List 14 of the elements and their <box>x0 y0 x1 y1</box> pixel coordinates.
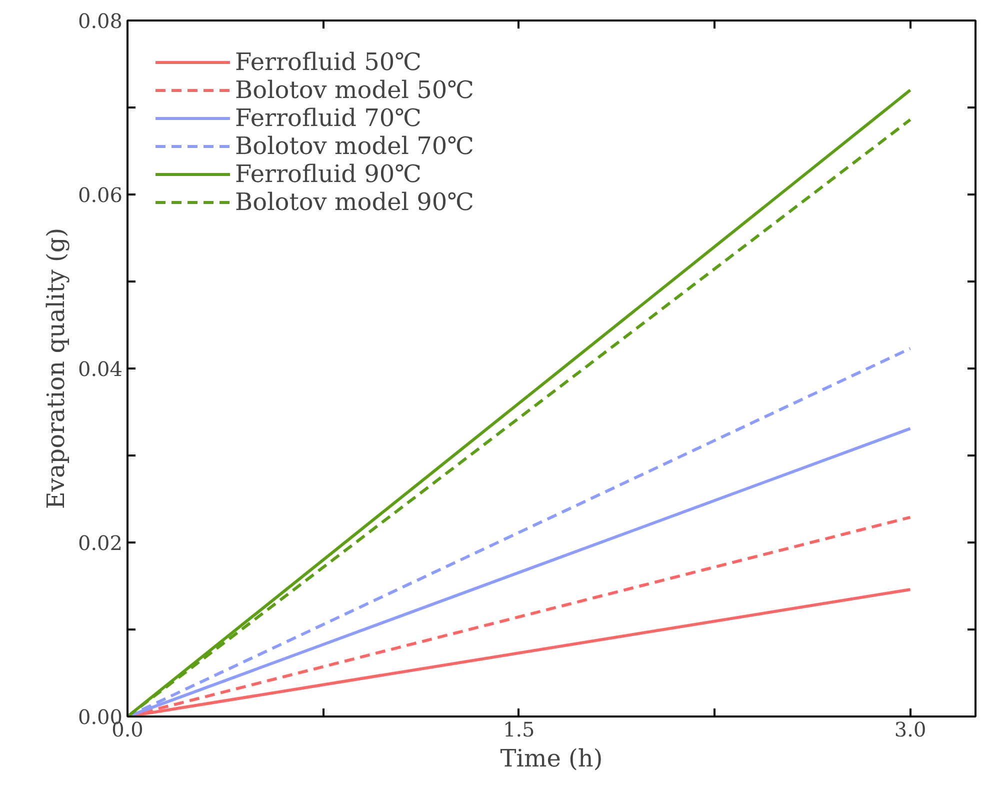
y-tick-label: 0.04 <box>78 357 122 381</box>
legend-label: Bolotov model 70℃ <box>235 132 474 160</box>
y-tick-label: 0.02 <box>78 531 122 555</box>
y-tick-label: 0.08 <box>78 9 122 33</box>
y-axis-title: Evaporation quality (g) <box>42 228 70 510</box>
legend-label: Bolotov model 90℃ <box>235 188 474 216</box>
x-tick-label: 1.5 <box>502 718 535 742</box>
legend-label: Bolotov model 50℃ <box>235 76 474 104</box>
legend-label: Ferrofluid 90℃ <box>235 160 422 188</box>
legend-label: Ferrofluid 70℃ <box>235 104 422 132</box>
legend-label: Ferrofluid 50℃ <box>235 48 422 76</box>
x-axis-title: Time (h) <box>500 744 603 772</box>
x-tick-label: 3.0 <box>894 718 926 742</box>
y-tick-label: 0.06 <box>78 183 122 207</box>
